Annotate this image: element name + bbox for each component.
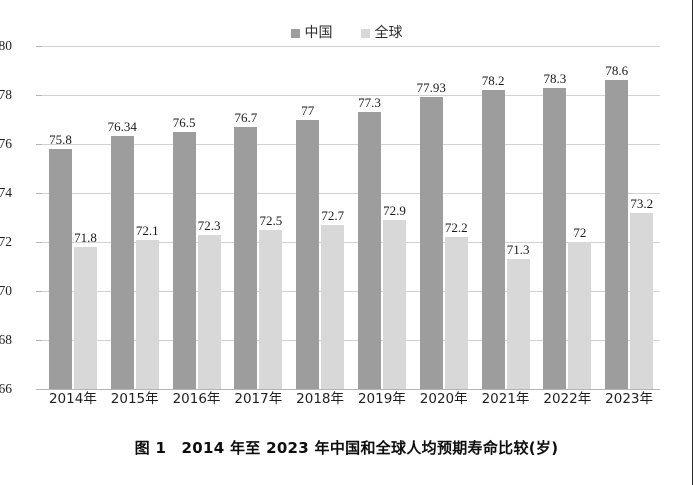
bar-global[interactable]: 71.3 — [506, 243, 530, 389]
bar-value-label: 77.93 — [416, 79, 446, 95]
bar-value-label: 78.6 — [605, 63, 629, 79]
bar-group: 76.34 72.1 — [104, 46, 166, 389]
x-axis-tick-label: 2017年 — [234, 391, 283, 407]
bar-china[interactable]: 76.34 — [108, 120, 137, 389]
bar-global[interactable]: 72.7 — [321, 209, 345, 389]
bar-value-label: 72.9 — [383, 202, 406, 218]
bar-series-container: 75.8 71.8 76.34 72.1 76.5 72.3 76.7 72.5 77 72.7 7… — [42, 46, 660, 389]
x-axis-tick-label: 2018年 — [296, 391, 345, 407]
bar-group: 77.93 72.2 — [413, 46, 475, 389]
x-axis-tick-label: 2022年 — [543, 391, 592, 407]
gridline — [42, 95, 660, 96]
gridline — [42, 46, 660, 47]
bar-value-label: 77 — [301, 102, 315, 118]
bar-china[interactable]: 78.3 — [543, 72, 567, 389]
bar-value-label: 72.1 — [135, 222, 159, 238]
bar-value-label: 76.34 — [107, 118, 137, 134]
gridline — [42, 340, 660, 341]
square-marker — [290, 28, 300, 38]
bar-global[interactable]: 72.9 — [383, 204, 406, 389]
bar-china[interactable]: 77.93 — [417, 81, 446, 389]
gridline — [42, 144, 660, 145]
bar-value-label: 72.7 — [321, 207, 345, 223]
bar-china[interactable]: 77.3 — [358, 96, 381, 389]
y-tick-mark — [36, 95, 42, 96]
bar-value-label: 71.8 — [74, 229, 97, 245]
bar-china[interactable]: 77 — [296, 104, 320, 389]
bar-global[interactable]: 72.1 — [135, 224, 159, 389]
bar-group: 77 72.7 — [289, 46, 351, 389]
bar-value-label: 76.5 — [172, 114, 196, 130]
legend-label: 全球 — [374, 25, 403, 41]
y-axis-tick-label: 72 — [0, 234, 12, 249]
y-axis-tick-label: 74 — [0, 185, 12, 200]
chart-legend: 中国 全球 — [0, 22, 693, 44]
bar-value-label: 78.3 — [543, 70, 567, 86]
bar-value-label: 73.2 — [630, 195, 654, 211]
gridline — [42, 193, 660, 194]
bar-china[interactable]: 76.5 — [172, 116, 196, 389]
bar-value-label: 72.5 — [259, 212, 283, 228]
gridline — [42, 242, 660, 243]
bar-china[interactable]: 76.7 — [234, 111, 258, 389]
x-axis-tick-label: 2015年 — [110, 391, 159, 407]
y-axis-tick-label: 68 — [0, 332, 12, 347]
bar-global[interactable]: 72 — [568, 226, 592, 389]
bar-global[interactable]: 71.8 — [74, 231, 97, 389]
bar-china[interactable]: 78.6 — [605, 64, 629, 389]
y-tick-mark — [36, 46, 42, 47]
legend-item-global: 全球 — [360, 25, 403, 41]
bar-group: 76.7 72.5 — [227, 46, 289, 389]
bar-group: 77.3 72.9 — [351, 46, 413, 389]
bar-value-label: 75.8 — [49, 131, 72, 147]
y-axis-tick-label: 76 — [0, 136, 12, 151]
x-axis-tick-label: 2014年 — [48, 391, 97, 407]
y-tick-mark — [36, 193, 42, 194]
bar-value-label: 71.3 — [506, 242, 530, 258]
gridline — [42, 389, 660, 390]
bar-global[interactable]: 72.3 — [197, 219, 221, 389]
legend-label: 中国 — [304, 25, 333, 41]
y-tick-mark — [36, 291, 42, 292]
bar-group: 75.8 71.8 — [42, 46, 104, 389]
bar-value-label: 78.2 — [481, 73, 505, 89]
y-axis-tick-label: 80 — [0, 38, 12, 53]
x-axis-tick-label: 2019年 — [357, 391, 406, 407]
x-axis: 2014年 2015年 2016年 2017年 2018年 2019年 2020年 2021年… — [42, 392, 660, 414]
bar-value-label: 72.2 — [444, 220, 468, 236]
bar-global[interactable]: 72.5 — [259, 214, 283, 389]
gridline — [42, 291, 660, 292]
legend-item-china: 中国 — [290, 25, 333, 41]
bar-china[interactable]: 75.8 — [49, 133, 72, 389]
bar-group: 78.2 71.3 — [475, 46, 537, 389]
square-marker — [360, 28, 370, 38]
y-axis-tick-label: 78 — [0, 87, 12, 102]
y-axis-tick-label: 70 — [0, 283, 12, 298]
y-axis-tick-label: 66 — [0, 381, 12, 396]
bar-value-label: 76.7 — [234, 109, 258, 125]
bar-value-label: 77.3 — [358, 95, 381, 111]
y-tick-mark — [36, 389, 42, 390]
y-tick-mark — [36, 242, 42, 243]
x-axis-tick-label: 2016年 — [172, 391, 221, 407]
bar-group: 78.6 73.2 — [598, 46, 660, 389]
x-axis-tick-label: 2021年 — [481, 391, 530, 407]
bar-value-label: 72.3 — [197, 217, 221, 233]
chart-plot-area: 80 78 76 74 72 70 68 66 75.8 71.8 76.34 72.1 76.5 72… — [0, 39, 660, 395]
bar-global[interactable]: 73.2 — [630, 197, 654, 389]
y-tick-mark — [36, 340, 42, 341]
figure-caption: 图 1 2014 年至 2023 年中国和全球人均预期寿命比较(岁) — [134, 439, 559, 457]
x-axis-tick-label: 2023年 — [605, 391, 654, 407]
y-tick-mark — [36, 144, 42, 145]
bar-group: 78.3 72 — [536, 46, 598, 389]
bar-group: 76.5 72.3 — [166, 46, 228, 389]
bar-china[interactable]: 78.2 — [481, 74, 505, 389]
bar-value-label: 72 — [573, 225, 587, 240]
bar-global[interactable]: 72.2 — [444, 221, 468, 389]
x-axis-tick-label: 2020年 — [419, 391, 468, 407]
